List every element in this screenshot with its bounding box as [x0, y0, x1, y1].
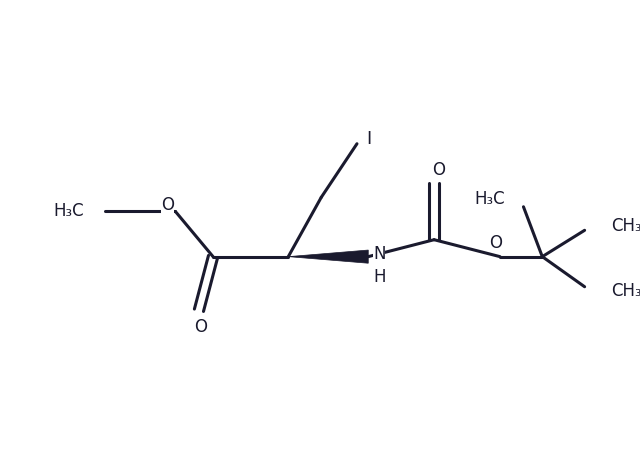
Text: N: N — [373, 245, 385, 263]
Text: H: H — [373, 268, 385, 286]
Text: O: O — [489, 235, 502, 252]
Text: H₃C: H₃C — [474, 190, 505, 208]
Text: O: O — [432, 161, 445, 179]
Text: CH₃: CH₃ — [611, 282, 640, 300]
Text: O: O — [195, 318, 207, 336]
Polygon shape — [288, 250, 368, 263]
Text: O: O — [161, 196, 174, 214]
Text: H₃C: H₃C — [54, 203, 84, 220]
Text: CH₃: CH₃ — [611, 217, 640, 235]
Text: I: I — [366, 130, 372, 148]
